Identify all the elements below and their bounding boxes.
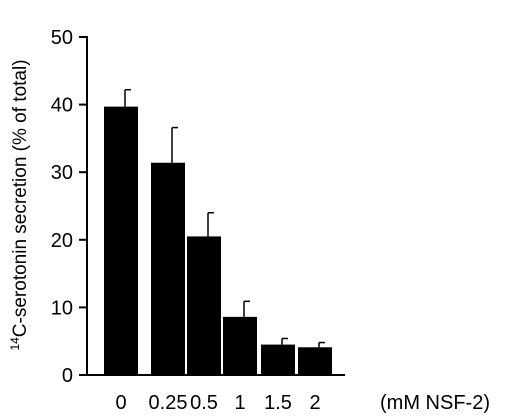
y-axis-ticks: 0 10 20 30 40 50	[51, 27, 87, 387]
x-axis-tick-labels: 0 0.25 0.5 1 1.5 2	[115, 392, 320, 414]
x-axis-title: (mM NSF-2)	[380, 392, 490, 414]
x-tick-label: 1.5	[264, 392, 292, 414]
y-tick-label: 0	[62, 365, 73, 387]
y-axis-title-superscript: 14	[8, 337, 22, 351]
bar	[298, 347, 332, 375]
bar	[223, 316, 257, 375]
y-tick-label: 10	[51, 297, 73, 319]
y-tick-label: 20	[51, 230, 73, 252]
x-tick-label: 1	[234, 392, 245, 414]
bar	[261, 344, 295, 375]
x-tick-label: 0.25	[149, 392, 188, 414]
bar	[104, 106, 138, 376]
bar	[187, 236, 221, 375]
bars	[104, 106, 332, 376]
bar	[151, 162, 185, 375]
y-tick-label: 50	[51, 27, 73, 49]
y-tick-label: 30	[51, 162, 73, 184]
error-bars	[124, 88, 325, 348]
x-tick-label: 0	[115, 392, 126, 414]
x-tick-label: 0.5	[190, 392, 218, 414]
x-tick-label: 2	[309, 392, 320, 414]
y-axis-title: 14C-serotonin secretion (% of total)	[8, 59, 31, 350]
y-tick-label: 40	[51, 95, 73, 117]
y-axis-title-text: C-serotonin secretion (% of total)	[10, 59, 31, 337]
